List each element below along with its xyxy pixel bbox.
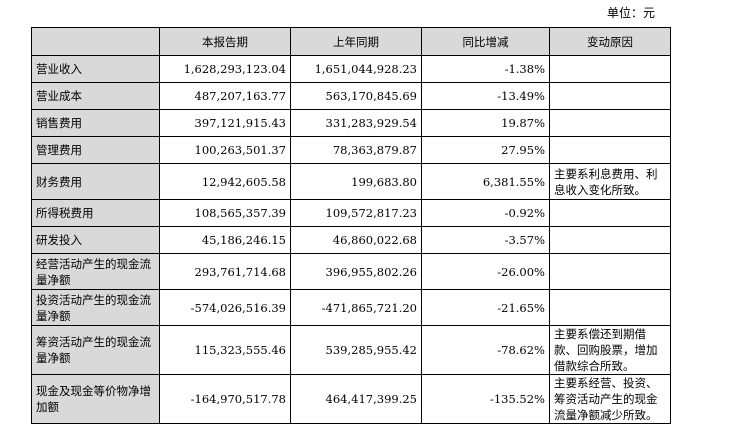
header-prior-period: 上年同期 (290, 27, 422, 56)
row-current: 12,942,605.58 (159, 163, 291, 200)
row-prior: 331,283,929.54 (290, 109, 422, 137)
row-item: 财务费用 (31, 163, 160, 200)
row-prior: 539,285,955.42 (290, 325, 422, 375)
row-prior: 464,417,399.25 (290, 374, 422, 424)
row-change: -26.00% (421, 253, 550, 290)
row-change: -3.57% (421, 226, 550, 254)
header-change-reason: 变动原因 (549, 27, 671, 56)
row-item: 销售费用 (31, 109, 160, 137)
table-row: 营业收入 1,628,293,123.04 1,651,044,928.23 -… (31, 55, 671, 83)
row-item: 研发投入 (31, 226, 160, 254)
row-item: 营业成本 (31, 82, 160, 110)
row-reason (549, 55, 671, 83)
row-item: 现金及现金等价物净增加额 (31, 374, 160, 424)
row-change: -1.38% (421, 55, 550, 83)
table-row: 筹资活动产生的现金流量净额 115,323,555.46 539,285,955… (31, 325, 671, 375)
table-header-row: 本报告期 上年同期 同比增减 变动原因 (31, 27, 671, 56)
table-row: 现金及现金等价物净增加额 -164,970,517.78 464,417,399… (31, 374, 671, 424)
row-prior: 563,170,845.69 (290, 82, 422, 110)
row-reason (549, 253, 671, 290)
financial-comparison-table: 本报告期 上年同期 同比增减 变动原因 营业收入 1,628,293,123.0… (31, 27, 671, 424)
row-current: 397,121,915.43 (159, 109, 291, 137)
row-current: 45,186,246.15 (159, 226, 291, 254)
row-change: 6,381.55% (421, 163, 550, 200)
row-reason (549, 289, 671, 326)
row-prior: 109,572,817.23 (290, 199, 422, 227)
row-current: 100,263,501.37 (159, 136, 291, 164)
row-prior: -471,865,721.20 (290, 289, 422, 326)
row-reason: 主要系偿还到期借款、回购股票，增加借款综合所致。 (549, 325, 671, 375)
row-change: -135.52% (421, 374, 550, 424)
row-item: 管理费用 (31, 136, 160, 164)
row-current: 487,207,163.77 (159, 82, 291, 110)
table-row: 投资活动产生的现金流量净额 -574,026,516.39 -471,865,7… (31, 289, 671, 326)
row-item: 所得税费用 (31, 199, 160, 227)
row-change: 27.95% (421, 136, 550, 164)
row-change: -13.49% (421, 82, 550, 110)
row-current: -164,970,517.78 (159, 374, 291, 424)
row-change: 19.87% (421, 109, 550, 137)
row-prior: 396,955,802.26 (290, 253, 422, 290)
row-item: 经营活动产生的现金流量净额 (31, 253, 160, 290)
row-reason: 主要系利息费用、利息收入变化所致。 (549, 163, 671, 200)
row-reason (549, 109, 671, 137)
row-reason: 主要系经营、投资、筹资活动产生的现金流量净额减少所致。 (549, 374, 671, 424)
row-item: 筹资活动产生的现金流量净额 (31, 325, 160, 375)
row-reason (549, 136, 671, 164)
row-item: 营业收入 (31, 55, 160, 83)
unit-label: 单位：元 (606, 6, 655, 20)
row-current: 1,628,293,123.04 (159, 55, 291, 83)
table-row: 经营活动产生的现金流量净额 293,761,714.68 396,955,802… (31, 253, 671, 290)
table-row: 销售费用 397,121,915.43 331,283,929.54 19.87… (31, 109, 671, 137)
row-change: -78.62% (421, 325, 550, 375)
row-current: -574,026,516.39 (159, 289, 291, 326)
row-current: 108,565,357.39 (159, 199, 291, 227)
table-row: 营业成本 487,207,163.77 563,170,845.69 -13.4… (31, 82, 671, 110)
table-row: 所得税费用 108,565,357.39 109,572,817.23 -0.9… (31, 199, 671, 227)
row-item: 投资活动产生的现金流量净额 (31, 289, 160, 326)
row-prior: 199,683.80 (290, 163, 422, 200)
table-row: 财务费用 12,942,605.58 199,683.80 6,381.55% … (31, 163, 671, 200)
header-current-period: 本报告期 (159, 27, 291, 56)
header-yoy-change: 同比增减 (421, 27, 550, 56)
row-prior: 46,860,022.68 (290, 226, 422, 254)
table-row: 研发投入 45,186,246.15 46,860,022.68 -3.57% (31, 226, 671, 254)
header-item (31, 27, 160, 56)
row-reason (549, 82, 671, 110)
row-prior: 78,363,879.87 (290, 136, 422, 164)
row-current: 293,761,714.68 (159, 253, 291, 290)
row-change: -0.92% (421, 199, 550, 227)
table-row: 管理费用 100,263,501.37 78,363,879.87 27.95% (31, 136, 671, 164)
row-prior: 1,651,044,928.23 (290, 55, 422, 83)
row-change: -21.65% (421, 289, 550, 326)
row-reason (549, 199, 671, 227)
row-reason (549, 226, 671, 254)
row-current: 115,323,555.46 (159, 325, 291, 375)
